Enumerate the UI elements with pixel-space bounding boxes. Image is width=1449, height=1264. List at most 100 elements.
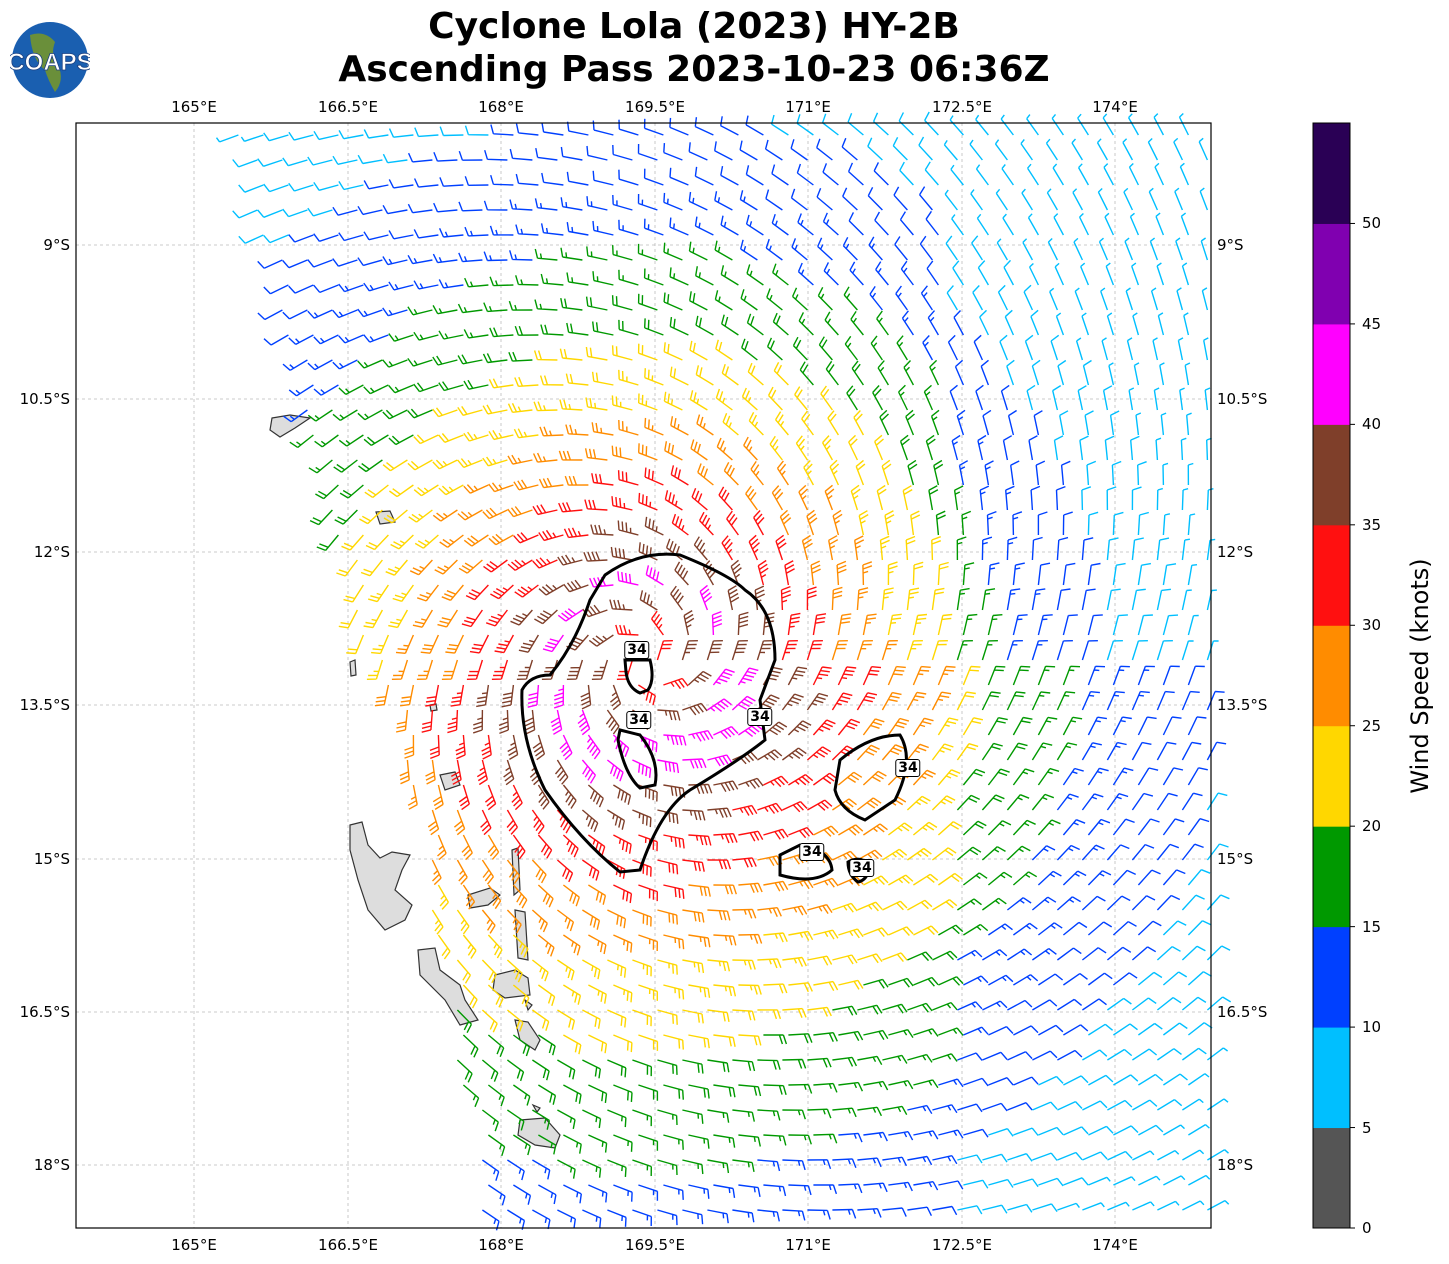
wind-barb [882,1156,908,1167]
wind-barb [618,319,639,336]
wind-barb [863,875,889,886]
wind-barb [790,188,808,211]
wind-barb [557,608,583,622]
wind-barb [489,327,514,338]
wind-barb [506,1009,524,1032]
wind-barb [1096,138,1109,161]
wind-barb [706,640,723,661]
wind-barb [897,384,909,411]
wind-barb [482,507,508,520]
wind-barb [831,745,856,761]
wind-barb [513,1184,532,1205]
wind-barb [288,234,314,243]
wind-barb [490,584,514,600]
wind-barb [739,190,758,211]
wind-barb [763,932,788,943]
wind-barb [1137,767,1159,786]
wind-barb [671,513,689,536]
wind-barb [309,509,333,526]
wind-barb [722,413,739,436]
wind-barb [1031,359,1041,386]
wind-barb [644,467,664,486]
wind-barb [1072,188,1084,211]
wind-barbs [215,111,1232,1231]
wind-barb [791,287,808,311]
wind-barb [588,984,607,1004]
lat-tick-right: 18°S [1217,1156,1254,1174]
wind-barb [1112,767,1134,786]
wind-barb [907,1002,933,1013]
wind-barb [588,934,607,955]
wind-barb [581,759,596,784]
wind-barb [975,164,989,186]
wind-barb [857,1106,883,1117]
wind-barb [1137,818,1160,836]
wind-barb [513,479,539,491]
wind-barb [1162,869,1186,886]
wind-barb [1012,511,1023,536]
wind-barb [438,279,464,289]
wind-barb [832,1056,858,1067]
wind-barb [1156,945,1181,961]
wind-barb [782,1209,806,1221]
wind-barb [831,692,853,711]
wind-barb [687,670,712,686]
wind-barb [938,976,964,986]
wind-barb [582,1009,601,1029]
wind-barb [591,659,609,680]
wind-barb [1105,262,1115,286]
wind-barb [1012,819,1036,836]
colorbar-tick: 45 [1362,314,1382,333]
wind-barb [923,384,934,411]
wind-barb [913,1079,939,1089]
wind-barb [953,485,964,511]
wind-barb [1081,895,1106,911]
wind-barb [888,1080,914,1090]
wind-barb [357,308,383,318]
wind-barb [657,759,680,774]
wind-barb [413,484,439,497]
wind-barb [720,265,739,286]
wind-barb [1179,162,1190,186]
wind-barb [388,128,414,138]
wind-barb [812,719,836,736]
wind-barb [282,259,308,269]
wind-barb [727,585,740,611]
map-frame [75,122,1212,1229]
wind-barb [487,1084,505,1107]
wind-barb [1063,1126,1089,1136]
wind-barb [957,1154,983,1164]
wind-barb [657,1209,678,1226]
wind-barb [556,859,574,883]
wind-barb [263,183,289,193]
wind-barb [437,609,458,628]
wind-barb [1181,1047,1207,1061]
wind-barb [385,559,408,576]
wind-barb [813,929,839,940]
wind-barb [421,709,434,733]
wind-barb [1037,922,1063,936]
wind-barb [1087,870,1112,886]
wind-barb [1187,716,1207,736]
wind-barb [857,953,883,964]
wind-barb [937,769,961,786]
wind-barb [757,855,783,867]
wind-barb [414,534,439,549]
wind-barb [566,272,589,286]
wind-barb [1082,1100,1108,1111]
wind-barb [357,205,383,216]
wind-barb [925,434,936,461]
wind-barb [887,717,910,736]
wind-barb [757,907,782,917]
lat-tick-left: 13.5°S [19,696,70,714]
wind-barb [912,561,924,586]
wind-barb [607,1109,627,1128]
wind-barb [482,353,508,364]
wind-barb [1062,511,1073,536]
wind-barb [763,1034,788,1045]
wind-barb [763,775,789,788]
wind-barb [582,859,600,881]
wind-barb [489,276,514,287]
wind-barb [718,486,733,511]
wind-barb [988,1178,1014,1188]
